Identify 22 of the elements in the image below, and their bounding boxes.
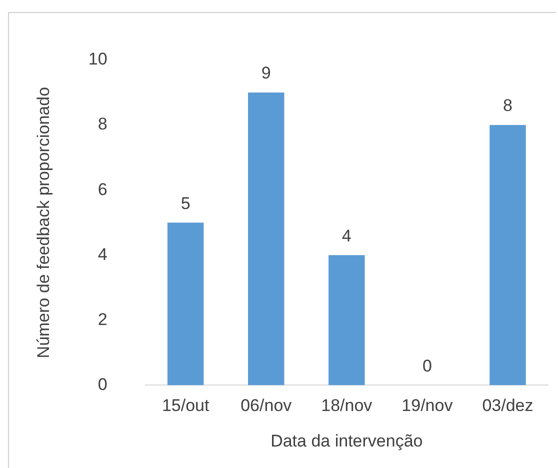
data-label: 5 [180, 194, 190, 213]
x-tick-label: 06/nov [240, 396, 292, 416]
x-axis-title: Data da intervenção [270, 431, 423, 450]
data-label: 0 [422, 356, 432, 376]
bar [490, 125, 526, 386]
x-tick-label: 15/out [162, 396, 210, 416]
data-label: 8 [502, 96, 512, 116]
y-tick-label: 2 [98, 310, 108, 329]
x-tick-label: 03/dez [482, 396, 534, 416]
bar [248, 92, 284, 386]
bar [328, 255, 365, 386]
y-tick-label: 10 [88, 50, 108, 69]
y-tick-label: 8 [98, 114, 108, 134]
y-axis-title: Número de feedback proporcionado [34, 86, 53, 358]
y-tick-label: 0 [98, 374, 108, 394]
x-tick-label: 18/nov [321, 396, 373, 416]
y-tick-label: 4 [98, 244, 108, 264]
y-tick-label: 6 [98, 180, 108, 199]
data-label: 9 [261, 64, 271, 83]
data-label: 4 [342, 226, 352, 246]
x-tick-label: 19/nov [402, 396, 454, 416]
bar [167, 222, 204, 386]
